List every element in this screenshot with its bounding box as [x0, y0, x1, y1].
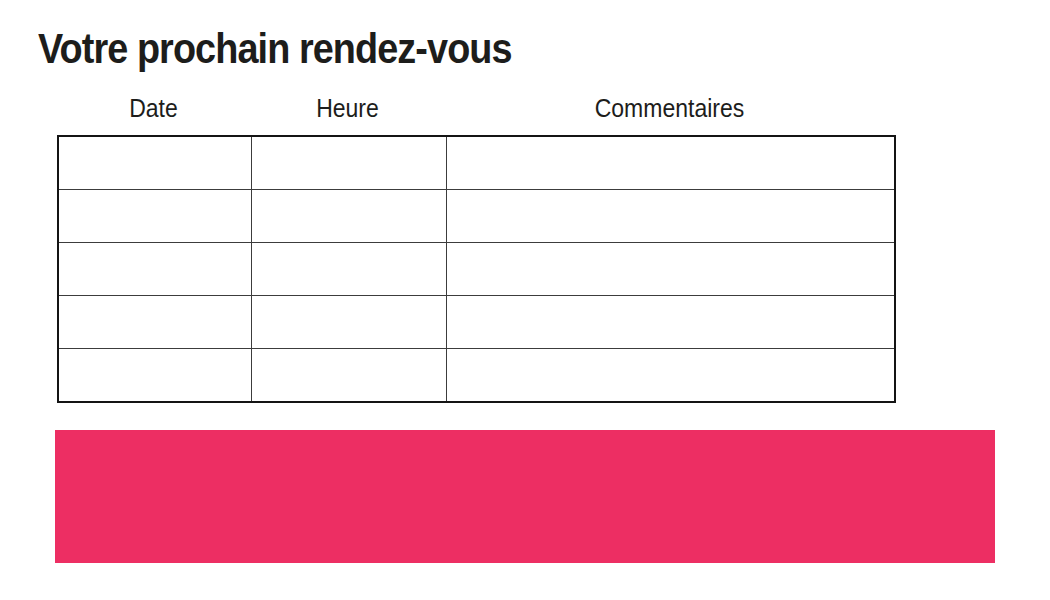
table-row: [58, 296, 895, 349]
table-cell: [446, 349, 895, 403]
table-cell: [251, 243, 446, 296]
table-cell: [446, 243, 895, 296]
appointment-section: Votre prochain rendez-vous Date Heure Co…: [0, 0, 1050, 600]
table-cell: [251, 296, 446, 349]
table-row: [58, 243, 895, 296]
table-cell: [251, 136, 446, 190]
table-cell: [251, 349, 446, 403]
column-header-commentaires: Commentaires: [463, 93, 876, 123]
pink-banner: [55, 430, 995, 563]
table-cell: [58, 190, 251, 243]
table-cell: [58, 136, 251, 190]
table-cell: [58, 349, 251, 403]
column-header-date: Date: [65, 93, 243, 123]
appointments-table: [57, 135, 896, 403]
section-title: Votre prochain rendez-vous: [38, 26, 512, 72]
table-cell: [446, 136, 895, 190]
table-row: [58, 136, 895, 190]
table-cell: [58, 243, 251, 296]
table-cell: [58, 296, 251, 349]
table-column-headers: Date Heure Commentaires: [57, 93, 894, 123]
table-row: [58, 190, 895, 243]
table-cell: [446, 296, 895, 349]
column-header-heure: Heure: [258, 93, 437, 123]
table-cell: [251, 190, 446, 243]
table-row: [58, 349, 895, 403]
table-cell: [446, 190, 895, 243]
